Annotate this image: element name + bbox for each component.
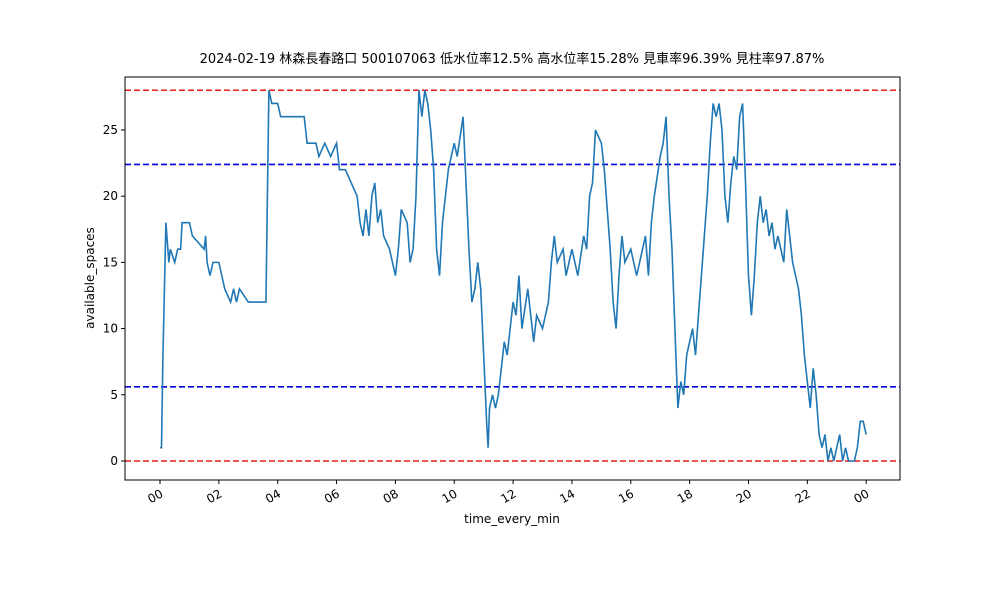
x-axis-label: time_every_min [464, 512, 560, 526]
plot-frame [124, 76, 901, 481]
x-tick-label: 14 [557, 486, 577, 506]
y-tick-label: 20 [103, 189, 118, 203]
y-tick-label: 10 [103, 322, 118, 336]
y-tick-label: 0 [110, 454, 118, 468]
x-tick-label: 00 [145, 486, 165, 506]
x-tick-label: 16 [616, 486, 636, 506]
chart-title: 2024-02-19 林森長春路口 500107063 低水位率12.5% 高水… [200, 51, 825, 67]
x-tick-label: 00 [851, 486, 871, 506]
x-tick-label: 08 [381, 486, 401, 506]
data-line [160, 90, 867, 462]
x-tick-label: 10 [440, 486, 460, 506]
y-tick-label: 25 [103, 123, 118, 137]
y-tick-label: 15 [103, 255, 118, 269]
x-tick-label: 02 [204, 486, 224, 506]
x-tick-label: 20 [734, 486, 754, 506]
y-tick-label: 5 [110, 388, 118, 402]
x-tick-label: 12 [498, 486, 518, 506]
x-tick-label: 22 [793, 486, 813, 506]
x-tick-label: 18 [675, 486, 695, 506]
x-tick-label: 04 [263, 486, 283, 506]
x-tick-label: 06 [322, 486, 342, 506]
y-axis-label: available_spaces [83, 227, 97, 329]
